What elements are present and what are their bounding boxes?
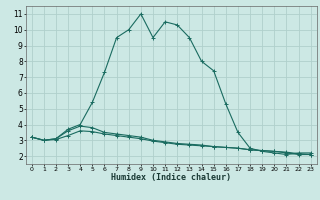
X-axis label: Humidex (Indice chaleur): Humidex (Indice chaleur) (111, 173, 231, 182)
